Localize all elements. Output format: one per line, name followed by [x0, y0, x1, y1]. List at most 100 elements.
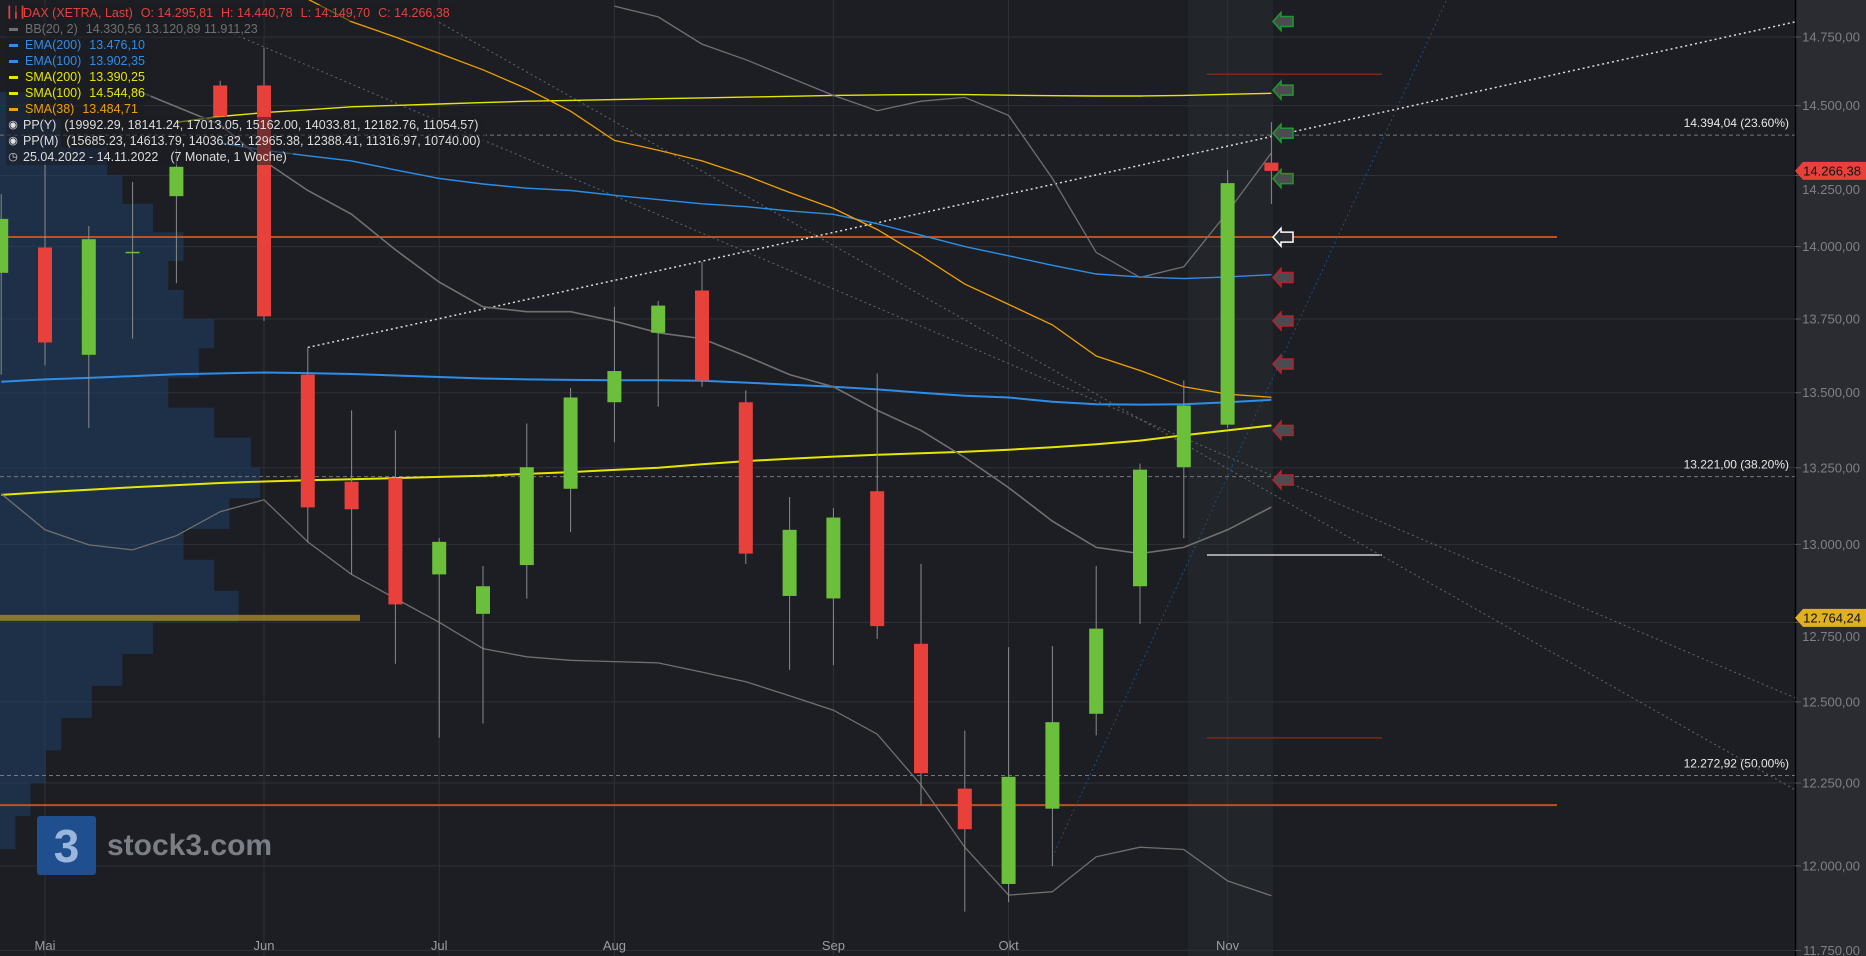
y-tick-label: 13.250,00 [1802, 460, 1860, 475]
price-axis[interactable] [1795, 0, 1866, 956]
legend-label: SMA(38) [25, 102, 75, 116]
volume-profile-bar [0, 783, 31, 816]
candle[interactable] [695, 261, 709, 387]
candle[interactable] [1089, 566, 1104, 736]
instrument-label: DAX (XETRA, Last) [23, 6, 133, 20]
legend-value: 14.544,86 [89, 86, 145, 100]
candle[interactable] [738, 390, 753, 564]
y-tick-label: 13.750,00 [1802, 312, 1860, 327]
y-tick-label: 12.250,00 [1802, 776, 1860, 791]
legend-pivot[interactable]: ◉ PP(M) (15685.23, 14613.79, 14036.82, 129… [6, 133, 487, 149]
candle[interactable] [519, 423, 534, 599]
x-tick-label: Okt [998, 938, 1019, 953]
signal-arrow-icon [1271, 266, 1294, 289]
candle-body [914, 643, 928, 774]
candle-body [826, 517, 841, 599]
candle-body [432, 541, 447, 575]
legend-label: SMA(100) [25, 86, 82, 100]
candle[interactable] [1133, 463, 1147, 624]
legend-pivot[interactable]: ◉ PP(Y) (19992.29, 18141.24, 17013.05, 151… [6, 117, 485, 133]
chart-legend: ┃╽┃ DAX (XETRA, Last) O: 14.295,81 H: 14… [6, 5, 487, 165]
candle[interactable] [957, 730, 972, 912]
candle[interactable] [213, 80, 228, 118]
pivot-values: (19992.29, 18141.24, 17013.05, 15162.00,… [64, 118, 479, 132]
signal-arrow-icon [1271, 226, 1294, 249]
candle-body [476, 586, 490, 614]
candle[interactable] [169, 148, 184, 284]
candle[interactable] [38, 164, 52, 366]
candle-body [1264, 162, 1279, 171]
candle[interactable] [1264, 122, 1279, 204]
candle-body [607, 371, 622, 403]
volume-profile-bar [0, 437, 251, 468]
candle[interactable] [782, 497, 797, 670]
x-tick-label: Sep [822, 938, 845, 953]
candle[interactable] [344, 410, 359, 575]
y-tick-label: 12.000,00 [1802, 858, 1860, 873]
candle[interactable] [563, 387, 578, 532]
candle[interactable] [870, 373, 885, 640]
candle-body [1089, 628, 1104, 714]
price-tag-label: 12.764,24 [1803, 610, 1861, 625]
legend-item[interactable]: EMA(200) 13.476,10 [6, 37, 151, 53]
candle[interactable] [1220, 170, 1235, 428]
candle[interactable] [432, 538, 447, 738]
candle[interactable] [125, 182, 140, 339]
series-line-sma-38- [308, 0, 1272, 398]
axis-labels: 14.750,00 14.500,00 14.250,00 14.000,00 13.7… [35, 30, 1866, 956]
series-line-bb-upper [614, 5, 1272, 279]
candle[interactable] [476, 566, 490, 724]
candle[interactable] [826, 508, 841, 666]
volume-profile-bar [0, 750, 46, 784]
signal-arrow-icon [1271, 352, 1294, 375]
candle-body [1220, 183, 1235, 425]
candle[interactable] [1001, 647, 1016, 903]
candle[interactable] [388, 430, 403, 664]
plot-background [0, 0, 1795, 956]
y-tick-label: 12.750,00 [1802, 629, 1860, 644]
signal-arrow-icon [1271, 167, 1294, 190]
candle[interactable] [607, 306, 622, 443]
legend-instrument[interactable]: ┃╽┃ DAX (XETRA, Last) O: 14.295,81 H: 14… [6, 5, 456, 21]
candle-body [300, 374, 315, 508]
y-tick-label: 12.500,00 [1802, 694, 1860, 709]
trendline[interactable] [438, 21, 1797, 791]
legend-item[interactable]: SMA(200) 13.390,25 [6, 69, 151, 85]
series-line-sma-100- [176, 92, 1272, 123]
signal-arrow-icon [1271, 419, 1294, 442]
volume-profile-bar [0, 407, 215, 438]
stock3-logo: 3 stock3.com [37, 816, 272, 875]
candle[interactable] [1176, 380, 1191, 539]
series-swatch [9, 27, 18, 31]
candle[interactable] [81, 226, 96, 428]
series-swatch [9, 107, 18, 111]
clock-icon: ◷ [8, 151, 18, 163]
candles [0, 47, 1279, 912]
legend-item[interactable]: EMA(100) 13.902,35 [6, 53, 151, 69]
candle-body [782, 529, 797, 596]
legend-item[interactable]: SMA(38) 13.484,71 [6, 101, 144, 117]
fibonacci-label: 14.394,04 (23.60%) [1684, 116, 1789, 130]
high-value: H: 14.440,78 [221, 6, 293, 20]
trendline[interactable] [307, 21, 1797, 349]
legend-item[interactable]: SMA(100) 14.544,86 [6, 85, 151, 101]
candle[interactable] [651, 300, 666, 407]
indicator-lines [0, 0, 1272, 897]
signal-arrows [1271, 10, 1294, 491]
range-label: 25.04.2022 - 14.11.2022 [23, 150, 159, 164]
legend-item[interactable]: BB(20, 2) 14.330,56 13.120,89 11.911,23 [6, 21, 264, 37]
candle[interactable] [0, 194, 9, 375]
volume-profile-bar [0, 685, 92, 718]
fibonacci-label: 12.272,92 (50.00%) [1684, 757, 1789, 771]
legend-label: EMA(200) [25, 38, 82, 52]
signal-arrow-icon [1271, 468, 1294, 491]
candle[interactable] [300, 347, 315, 543]
legend-label: EMA(100) [25, 54, 82, 68]
candle[interactable] [914, 563, 928, 806]
volume-profile-bar [0, 498, 230, 529]
candle[interactable] [1045, 646, 1060, 867]
y-tick-label: 14.250,00 [1802, 182, 1860, 197]
y-tick-label: 14.750,00 [1802, 30, 1860, 45]
signal-arrow-icon [1271, 310, 1294, 333]
